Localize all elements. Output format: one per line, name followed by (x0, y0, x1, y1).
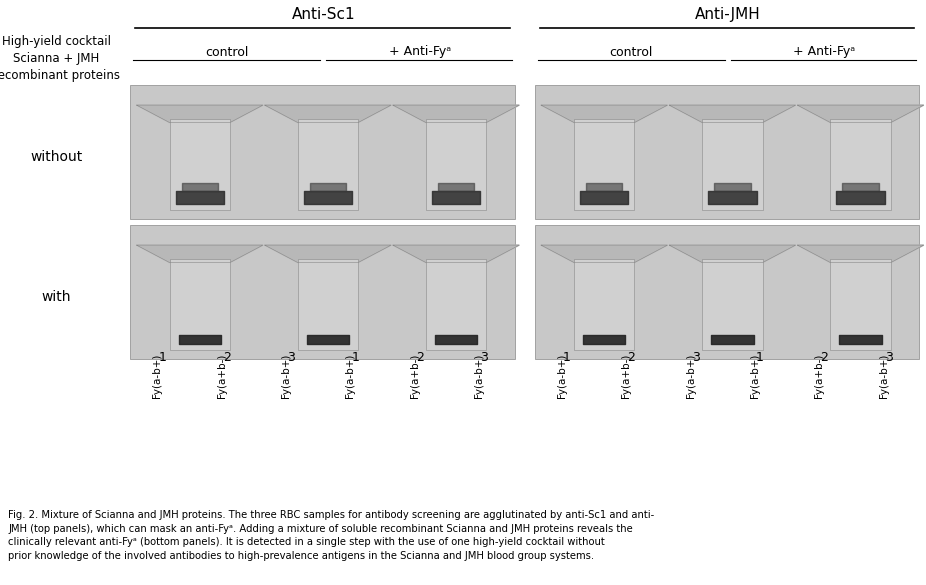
Polygon shape (137, 105, 263, 122)
FancyBboxPatch shape (298, 259, 358, 350)
Text: Fy(a-b+): Fy(a-b+) (557, 354, 567, 398)
Text: without: without (31, 150, 82, 164)
Text: Fy(a+b-): Fy(a+b-) (410, 354, 419, 398)
Text: Fy(a-b+): Fy(a-b+) (282, 354, 291, 398)
Polygon shape (265, 245, 391, 263)
Text: Fy(a-b+): Fy(a-b+) (474, 354, 484, 398)
Text: 1: 1 (352, 351, 359, 364)
FancyBboxPatch shape (574, 259, 634, 350)
FancyBboxPatch shape (831, 119, 891, 209)
FancyBboxPatch shape (534, 225, 919, 359)
FancyBboxPatch shape (426, 259, 486, 350)
Polygon shape (541, 245, 668, 263)
Text: with: with (42, 290, 71, 304)
Text: Fy(a-b+): Fy(a-b+) (152, 354, 162, 398)
FancyBboxPatch shape (702, 259, 763, 350)
Text: + Anti-Fyᵃ: + Anti-Fyᵃ (794, 46, 856, 59)
FancyBboxPatch shape (574, 119, 634, 209)
FancyBboxPatch shape (298, 119, 358, 209)
FancyBboxPatch shape (534, 85, 919, 219)
Text: High-yield cocktail
Scianna + JMH
recombinant proteins: High-yield cocktail Scianna + JMH recomb… (0, 35, 119, 82)
Text: Fy(a+b-): Fy(a+b-) (621, 354, 632, 398)
Text: Fy(a-b+): Fy(a-b+) (879, 354, 889, 398)
Text: control: control (205, 46, 248, 59)
Text: 3: 3 (481, 351, 488, 364)
FancyBboxPatch shape (169, 119, 230, 209)
Text: Anti-Sc1: Anti-Sc1 (292, 7, 355, 22)
Polygon shape (137, 245, 263, 263)
Text: Fig. 2. Mixture of Scianna and JMH proteins. The three RBC samples for antibody : Fig. 2. Mixture of Scianna and JMH prote… (8, 510, 655, 561)
FancyBboxPatch shape (702, 119, 763, 209)
Text: Fy(a-b+): Fy(a-b+) (345, 354, 356, 398)
Text: 1: 1 (563, 351, 570, 364)
Polygon shape (797, 245, 924, 263)
Text: + Anti-Fyᵃ: + Anti-Fyᵃ (389, 46, 451, 59)
Text: Fy(a-b+): Fy(a-b+) (685, 354, 695, 398)
Text: 2: 2 (627, 351, 635, 364)
Text: Fy(a+b-): Fy(a+b-) (814, 354, 824, 398)
Text: Anti-JMH: Anti-JMH (694, 7, 760, 22)
Text: 3: 3 (692, 351, 699, 364)
Text: 2: 2 (416, 351, 424, 364)
FancyBboxPatch shape (426, 119, 486, 209)
Text: 3: 3 (287, 351, 295, 364)
FancyBboxPatch shape (169, 259, 230, 350)
Text: Fy(a+b-): Fy(a+b-) (217, 354, 227, 398)
Polygon shape (265, 105, 391, 122)
Text: 1: 1 (756, 351, 764, 364)
Polygon shape (669, 245, 795, 263)
Polygon shape (541, 105, 668, 122)
FancyBboxPatch shape (831, 259, 891, 350)
Text: control: control (609, 46, 653, 59)
Text: 3: 3 (885, 351, 893, 364)
Text: 2: 2 (222, 351, 231, 364)
Text: Fy(a-b+): Fy(a-b+) (750, 354, 760, 398)
FancyBboxPatch shape (130, 225, 515, 359)
FancyBboxPatch shape (130, 85, 515, 219)
Polygon shape (393, 245, 519, 263)
Text: 2: 2 (820, 351, 829, 364)
Polygon shape (393, 105, 519, 122)
Polygon shape (797, 105, 924, 122)
Polygon shape (669, 105, 795, 122)
Text: 1: 1 (158, 351, 166, 364)
